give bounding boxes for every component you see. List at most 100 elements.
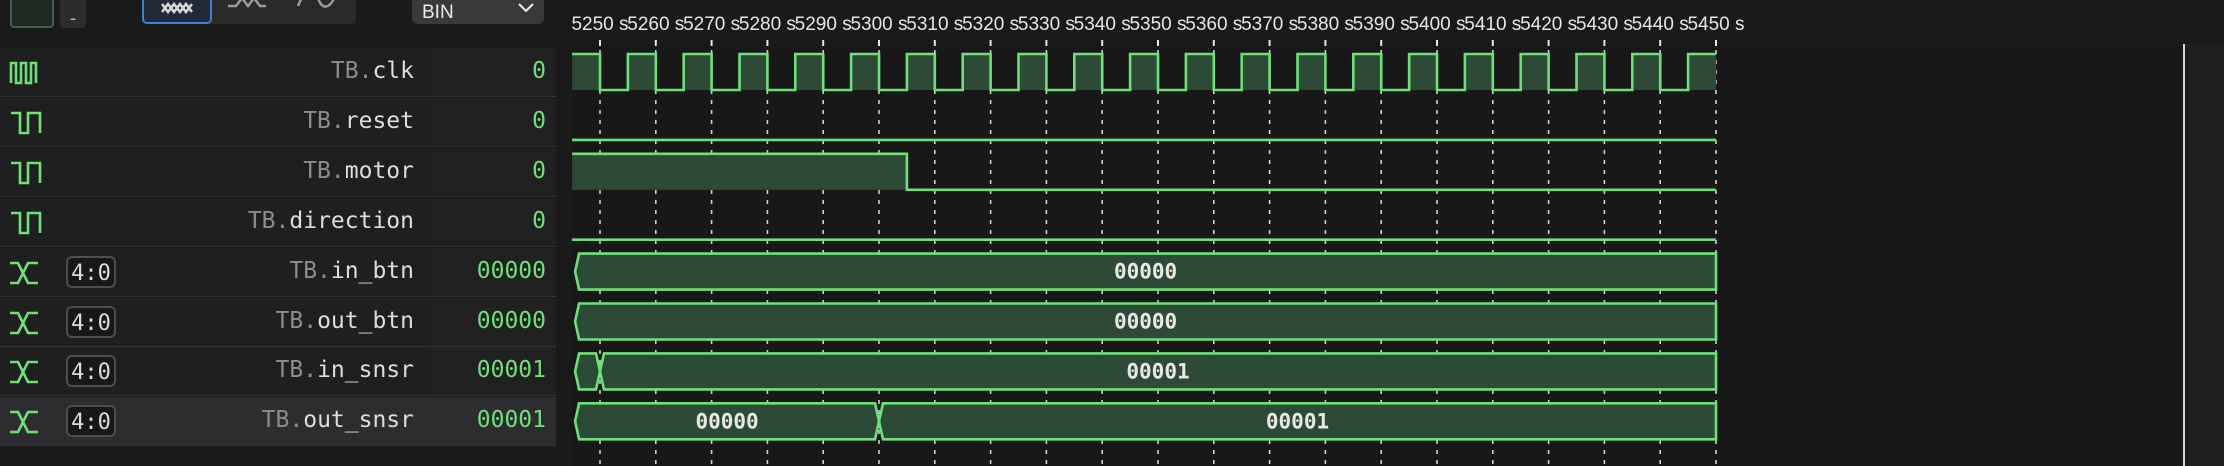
bus-value-label: 00000 bbox=[695, 409, 758, 433]
bit-range-badge[interactable]: 4:0 bbox=[66, 405, 116, 437]
signal-name-cell[interactable]: 4:0 TB.out_btn bbox=[0, 298, 426, 346]
time-tick-label: 5250 s bbox=[571, 14, 628, 35]
waveform-motor[interactable] bbox=[572, 152, 1716, 192]
signal-row-direction[interactable]: TB.direction 0 bbox=[0, 198, 556, 247]
waveform-in-btn[interactable]: 00000 bbox=[573, 252, 1718, 291]
signal-value-cell: 0 bbox=[426, 148, 556, 196]
waveform-style-group bbox=[142, 0, 356, 24]
signal-basename: clk bbox=[372, 58, 414, 84]
bus-value-label: 00001 bbox=[1126, 359, 1189, 383]
signal-scope: TB. bbox=[303, 108, 345, 134]
signal-value-cell: 00000 bbox=[426, 248, 556, 296]
bus-segment bbox=[598, 352, 1718, 391]
bus-signal-icon bbox=[8, 309, 48, 337]
clock-high-fill bbox=[627, 54, 656, 90]
signal-value: 0 bbox=[532, 108, 546, 134]
signal-value-cell: 00001 bbox=[426, 397, 556, 445]
time-tick-label: 5380 s bbox=[1297, 14, 1354, 35]
time-tick-label: 5390 s bbox=[1353, 14, 1410, 35]
waveform-view[interactable]: 5250 s 5260 s 5270 s 5280 s 5290 s 5300 s 5310… bbox=[556, 0, 2224, 466]
signal-value: 00001 bbox=[476, 407, 546, 433]
signal-scope: TB. bbox=[289, 258, 331, 284]
bit-signal-icon bbox=[8, 109, 48, 137]
bit-range-badge[interactable]: 4:0 bbox=[66, 256, 116, 288]
signal-name: TB.direction bbox=[248, 208, 414, 234]
signal-value: 0 bbox=[532, 158, 546, 184]
time-tick-label: 5310 s bbox=[906, 14, 963, 35]
display-format-value: BIN bbox=[422, 2, 454, 23]
signal-name-cell[interactable]: TB.direction bbox=[0, 198, 426, 246]
signal-value-cell: 00001 bbox=[426, 347, 556, 395]
toolbar: - BIN bbox=[0, 0, 2224, 44]
clock-high-fill bbox=[739, 54, 768, 90]
signal-name-cell[interactable]: 4:0 TB.in_snsr bbox=[0, 347, 426, 395]
clock-high-fill bbox=[906, 54, 935, 90]
time-tick-label: 5320 s bbox=[962, 14, 1019, 35]
analog-style-button[interactable] bbox=[284, 0, 354, 24]
signal-row-in-btn[interactable]: 4:0 TB.in_btn 00000 bbox=[0, 248, 556, 297]
time-tick-label: 5260 s bbox=[627, 14, 684, 35]
waveform-in-snsr[interactable]: 00001 bbox=[573, 352, 1718, 391]
clock-high-fill bbox=[572, 54, 600, 90]
signal-value-cell: 0 bbox=[426, 98, 556, 146]
signal-row-motor[interactable]: TB.motor 0 bbox=[0, 148, 556, 197]
bus-segment bbox=[573, 252, 1718, 291]
time-tick-label: 5270 s bbox=[683, 14, 740, 35]
signal-value: 00000 bbox=[476, 308, 546, 334]
signal-row-out-snsr[interactable]: 4:0 TB.out_snsr 00001 bbox=[0, 397, 556, 446]
clock-high-fill bbox=[962, 54, 991, 90]
signal-basename: reset bbox=[344, 108, 414, 134]
clock-high-fill bbox=[1185, 54, 1214, 90]
bus-value-label: 00000 bbox=[1114, 260, 1177, 284]
signal-name-cell[interactable]: 4:0 TB.in_btn bbox=[0, 248, 426, 296]
time-tick-label: 5280 s bbox=[739, 14, 796, 35]
signal-name-cell[interactable]: TB.clk bbox=[0, 48, 426, 96]
display-format-select[interactable]: BIN bbox=[412, 0, 544, 24]
time-tick-label: 5420 s bbox=[1520, 14, 1577, 35]
signal-row-clk[interactable]: TB.clk 0 bbox=[0, 48, 556, 97]
signal-name-cell[interactable]: TB.motor bbox=[0, 148, 426, 196]
clock-high-fill bbox=[795, 54, 824, 90]
time-tick-label: 5340 s bbox=[1074, 14, 1131, 35]
signal-name-cell[interactable]: TB.reset bbox=[0, 98, 426, 146]
time-tick-label: 5450 s bbox=[1687, 14, 1744, 35]
signal-basename: direction bbox=[289, 208, 414, 234]
bus-segment bbox=[573, 402, 881, 441]
clock-high-fill bbox=[1464, 54, 1493, 90]
clock-high-fill bbox=[683, 54, 712, 90]
signal-scope: TB. bbox=[275, 308, 318, 334]
clock-high-fill bbox=[1576, 54, 1605, 90]
signal-name: TB.in_btn bbox=[289, 258, 414, 284]
bus-style-button[interactable] bbox=[142, 0, 212, 24]
waveform-clk[interactable] bbox=[572, 52, 1716, 92]
color-swatch-button[interactable] bbox=[10, 0, 54, 28]
signal-row-reset[interactable]: TB.reset 0 bbox=[0, 98, 556, 147]
signal-basename: in_btn bbox=[330, 258, 414, 284]
bus-style-icon bbox=[161, 1, 193, 15]
stepper-minus-button[interactable]: - bbox=[60, 0, 86, 29]
bus-segment bbox=[877, 402, 1718, 441]
signal-name: TB.reset bbox=[303, 108, 414, 134]
signal-name-cell[interactable]: 4:0 TB.out_snsr bbox=[0, 397, 426, 445]
clock-high-fill bbox=[1241, 54, 1270, 90]
signal-basename: motor bbox=[344, 158, 414, 184]
signal-row-out-btn[interactable]: 4:0 TB.out_btn 00000 bbox=[0, 298, 556, 347]
signal-scope: TB. bbox=[330, 58, 373, 84]
clock-high-fill bbox=[1688, 54, 1716, 90]
time-tick-label: 5400 s bbox=[1408, 14, 1465, 35]
signal-row-in-snsr[interactable]: 4:0 TB.in_snsr 00001 bbox=[0, 347, 556, 396]
bus-signal-icon bbox=[8, 259, 48, 287]
waveform-out-btn[interactable]: 00000 bbox=[573, 302, 1718, 341]
bit-range-badge[interactable]: 4:0 bbox=[66, 306, 116, 338]
signal-value: 00000 bbox=[476, 258, 546, 284]
waveform-out-snsr[interactable]: 00000 00001 bbox=[573, 402, 1718, 441]
step-style-button[interactable] bbox=[214, 0, 284, 24]
bit-range-badge[interactable]: 4:0 bbox=[66, 355, 116, 387]
chevron-down-icon bbox=[518, 3, 534, 13]
time-tick-label: 5440 s bbox=[1632, 14, 1689, 35]
signal-value-cell: 0 bbox=[426, 48, 556, 96]
clock-high-fill bbox=[1074, 54, 1103, 90]
clock-high-fill bbox=[1130, 54, 1158, 90]
